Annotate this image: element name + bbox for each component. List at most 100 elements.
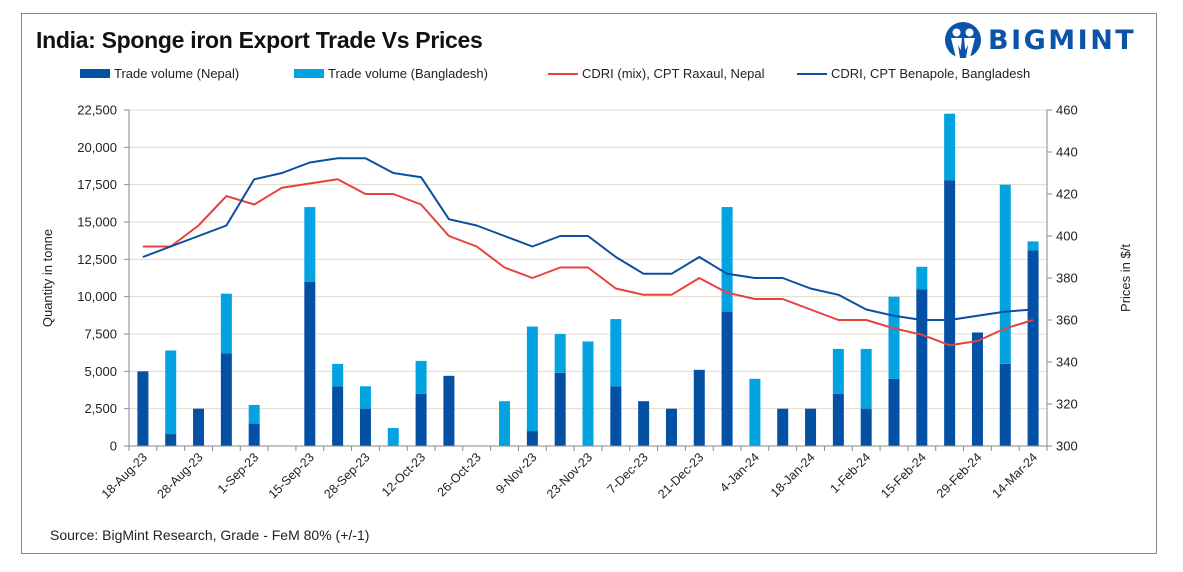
bar-nepal xyxy=(220,353,232,446)
x-tick-label: 23-Nov-23 xyxy=(544,450,595,501)
y-tick-label: 17,500 xyxy=(77,177,117,192)
bar-bangladesh xyxy=(220,293,232,354)
bar-bangladesh xyxy=(415,360,427,394)
line-bangladesh-price xyxy=(142,157,1034,321)
x-tick-label: 4-Jan-24 xyxy=(717,450,762,495)
x-tick-label: 18-Aug-23 xyxy=(99,450,150,501)
bar-nepal xyxy=(805,408,817,446)
y-tick-label: 20,000 xyxy=(77,140,117,155)
x-tick-label: 29-Feb-24 xyxy=(934,450,985,501)
legend-item-nepal-price: CDRI (mix), CPT Raxaul, Nepal xyxy=(548,66,765,81)
bar-bangladesh xyxy=(304,207,316,282)
y-tick-label: 10,000 xyxy=(77,289,117,304)
bar-bangladesh xyxy=(248,404,260,424)
x-tick-label: 28-Aug-23 xyxy=(154,450,205,501)
bar-bangladesh xyxy=(554,334,566,373)
chart-legend: Trade volume (Nepal) Trade volume (Bangl… xyxy=(0,66,1183,84)
bar-bangladesh xyxy=(1027,241,1039,251)
bar-bangladesh xyxy=(499,401,511,446)
x-tick-label: 1-Sep-23 xyxy=(215,450,261,496)
legend-item-nepal-volume: Trade volume (Nepal) xyxy=(80,66,239,81)
y2-tick-label: 300 xyxy=(1056,439,1078,454)
y-tick-label: 12,500 xyxy=(77,252,117,267)
bar-nepal xyxy=(888,378,900,446)
bar-nepal xyxy=(916,289,928,446)
x-tick-label: 26-Oct-23 xyxy=(435,450,484,499)
legend-label: Trade volume (Nepal) xyxy=(114,66,240,81)
bar-nepal xyxy=(359,408,371,446)
bar-nepal xyxy=(721,311,733,446)
y-tick-label: 5,000 xyxy=(84,364,117,379)
bar-bangladesh xyxy=(832,348,844,394)
y-tick-label: 22,500 xyxy=(77,103,117,118)
bar-bangladesh xyxy=(610,319,622,387)
bar-nepal xyxy=(554,372,566,446)
x-tick-label: 21-Dec-23 xyxy=(655,450,706,501)
bar-nepal xyxy=(693,369,705,446)
bar-bangladesh xyxy=(359,386,371,409)
axes xyxy=(124,109,1052,451)
source-note: Source: BigMint Research, Grade - FeM 80… xyxy=(50,527,370,543)
logo-text: BIGMINT xyxy=(988,24,1137,56)
bar-bangladesh xyxy=(332,363,344,387)
y2-tick-label: 360 xyxy=(1056,313,1078,328)
bar-nepal xyxy=(248,423,260,446)
bigmint-people-icon xyxy=(945,22,981,58)
chart-frame xyxy=(21,13,1157,554)
line-nepal-price xyxy=(142,178,1034,347)
bar-nepal xyxy=(193,408,205,446)
bar-nepal xyxy=(999,363,1011,446)
bar-nepal xyxy=(526,431,538,446)
bar-nepal xyxy=(1027,250,1039,446)
bar-nepal xyxy=(415,393,427,446)
bar-nepal xyxy=(971,332,983,446)
bar-bangladesh xyxy=(387,428,399,446)
bar-bangladesh xyxy=(749,378,761,446)
bar-nepal xyxy=(665,408,677,446)
legend-label: CDRI (mix), CPT Raxaul, Nepal xyxy=(582,66,765,81)
chart-title: India: Sponge iron Export Trade Vs Price… xyxy=(36,27,483,53)
bar-bangladesh xyxy=(721,207,733,312)
legend-swatch xyxy=(80,69,110,78)
x-tick-label: 12-Oct-23 xyxy=(379,450,428,499)
x-tick-label: 14-Mar-24 xyxy=(990,450,1041,501)
y-axis-title: Quantity in tonne xyxy=(40,229,55,327)
bars xyxy=(137,113,1039,447)
legend-label: Trade volume (Bangladesh) xyxy=(328,66,488,81)
y2-tick-label: 440 xyxy=(1056,145,1078,160)
y-tick-label: 0 xyxy=(110,439,117,454)
x-tick-label: 28-Sep-23 xyxy=(321,450,372,501)
lines xyxy=(142,157,1034,347)
bar-nepal xyxy=(304,281,316,446)
y2-tick-label: 460 xyxy=(1056,103,1078,118)
bar-nepal xyxy=(137,371,149,446)
bar-bangladesh xyxy=(999,184,1011,364)
bigmint-logo: BIGMINT xyxy=(944,20,1136,60)
x-tick-label: 9-Nov-23 xyxy=(493,450,539,496)
y-tick-label: 2,500 xyxy=(84,401,117,416)
bar-nepal xyxy=(944,180,956,447)
legend-label: CDRI, CPT Benapole, Bangladesh xyxy=(831,66,1031,81)
y2-tick-label: 420 xyxy=(1056,187,1078,202)
bar-bangladesh xyxy=(582,341,594,446)
bar-bangladesh xyxy=(860,348,872,409)
legend-item-bangladesh-volume: Trade volume (Bangladesh) xyxy=(294,66,488,81)
legend-item-bangladesh-price: CDRI, CPT Benapole, Bangladesh xyxy=(797,66,1030,81)
y2-tick-label: 380 xyxy=(1056,271,1078,286)
y-tick-label: 7,500 xyxy=(84,327,117,342)
bar-nepal xyxy=(860,408,872,446)
bar-bangladesh xyxy=(165,350,177,435)
bar-bangladesh xyxy=(944,113,956,181)
bar-nepal xyxy=(638,401,650,446)
y2-tick-label: 320 xyxy=(1056,397,1078,412)
x-tick-label: 1-Feb-24 xyxy=(828,450,874,496)
x-tick-label: 15-Feb-24 xyxy=(878,450,929,501)
bar-bangladesh xyxy=(888,296,900,379)
y2-axis-title: Prices in $/t xyxy=(1118,244,1133,312)
x-tick-label: 18-Jan-24 xyxy=(768,450,818,500)
y2-tick-label: 400 xyxy=(1056,229,1078,244)
legend-swatch xyxy=(294,69,324,78)
bar-bangladesh xyxy=(916,266,928,290)
x-tick-label: 15-Sep-23 xyxy=(266,450,317,501)
